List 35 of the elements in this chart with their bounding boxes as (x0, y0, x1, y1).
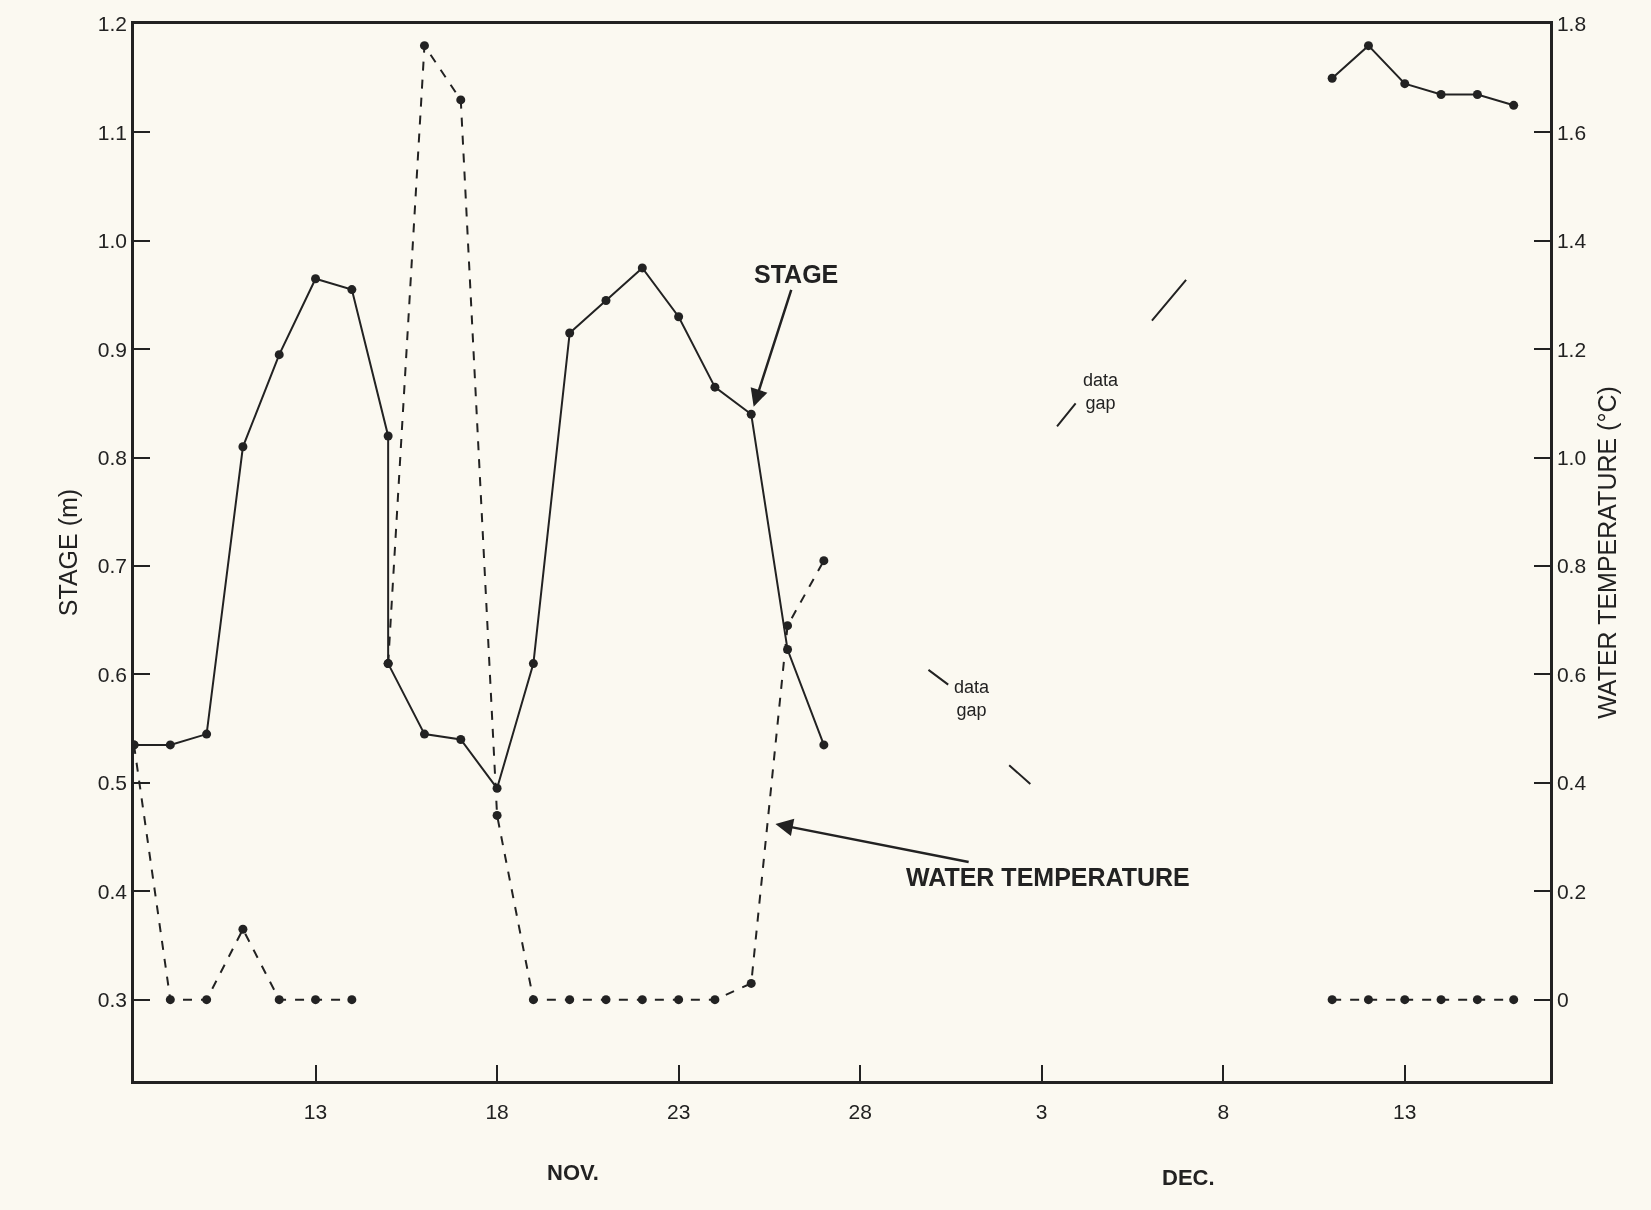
y-tick-label: 1.1 (97, 120, 128, 144)
text: STAGE (754, 260, 839, 288)
y2-tick-label: 1.8 (1556, 12, 1587, 36)
y2-tick-label: 0 (1556, 988, 1569, 1012)
y-tick-label: 0.6 (97, 662, 128, 686)
y-tick-label: 0.4 (97, 879, 128, 903)
y2-tick-label: 1.0 (1556, 445, 1587, 469)
y2-tick-label: 0.8 (1556, 554, 1587, 578)
x-tick-label: 23 (666, 1099, 691, 1123)
text: WATER TEMPERATURE (906, 863, 1190, 891)
y-tick-label: 1.2 (97, 12, 128, 36)
y-tick-label: 0.9 (97, 337, 128, 361)
y-tick-label: 1.0 (97, 229, 128, 253)
y2-tick-label: 1.2 (1556, 337, 1587, 361)
y-tick-label: 0.5 (97, 771, 128, 795)
y2-tick-label: 0.4 (1556, 771, 1587, 795)
y2-tick-label: 0.2 (1556, 879, 1587, 903)
y-tick-label: 0.7 (97, 554, 128, 578)
y-tick-label: 0.3 (97, 988, 128, 1012)
x-tick-label: 8 (1217, 1099, 1230, 1123)
x-tick-label: 3 (1035, 1099, 1048, 1123)
x-tick-label: 13 (303, 1099, 328, 1123)
annotation: data gap (1083, 370, 1120, 414)
y-axis-title: STAGE (m) (53, 488, 82, 617)
x-tick-label: 18 (485, 1099, 509, 1123)
x-tick-label: 13 (1393, 1099, 1417, 1123)
y2-tick-label: 1.4 (1556, 229, 1587, 253)
x-tick-label: 28 (848, 1099, 872, 1123)
text: NOV. (547, 1160, 599, 1185)
y2-tick-label: 1.6 (1556, 120, 1587, 144)
y2-axis-title: WATER TEMPERATURE (°C) (1593, 386, 1622, 719)
y2-tick-label: 0.6 (1556, 662, 1587, 686)
text: DEC. (1162, 1165, 1215, 1190)
annotation: data gap (954, 677, 991, 721)
y-tick-label: 0.8 (97, 445, 128, 469)
